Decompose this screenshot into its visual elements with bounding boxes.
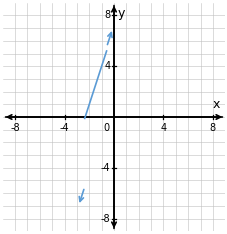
Text: 4: 4 [160, 123, 166, 133]
Text: -8: -8 [10, 123, 20, 133]
Text: 8: 8 [104, 11, 110, 20]
Text: y: y [117, 7, 125, 20]
Text: x: x [212, 98, 219, 111]
Text: -4: -4 [59, 123, 69, 133]
Text: 0: 0 [103, 123, 109, 133]
Text: -8: -8 [100, 214, 110, 223]
Text: 4: 4 [104, 61, 110, 71]
Text: -4: -4 [100, 163, 110, 173]
Text: 8: 8 [209, 123, 215, 133]
